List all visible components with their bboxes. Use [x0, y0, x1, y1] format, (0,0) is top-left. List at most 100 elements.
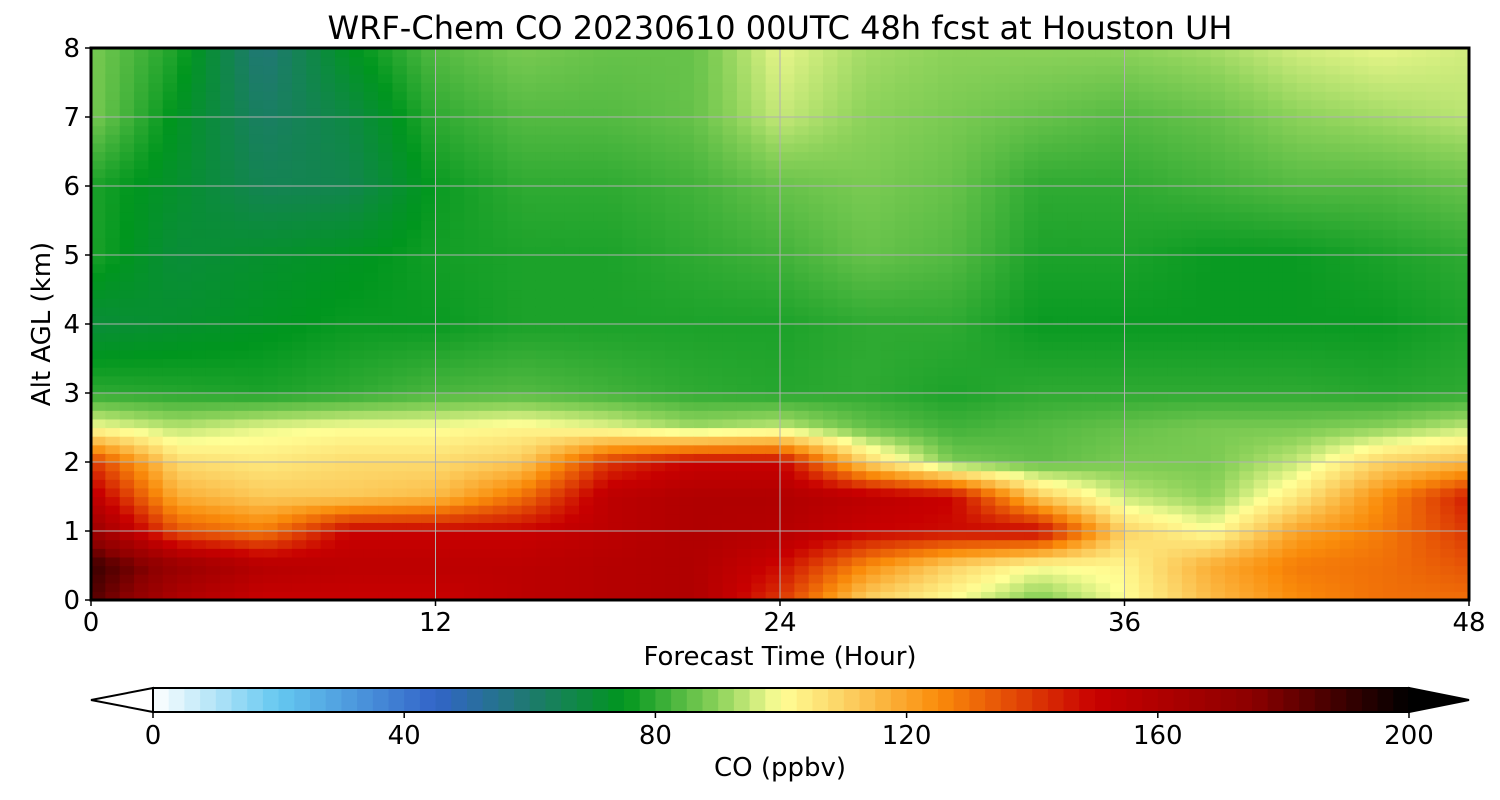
heatmap-cell — [1181, 539, 1197, 549]
heatmap-cell — [205, 48, 221, 58]
heatmap-cell — [492, 246, 508, 256]
heatmap-cell — [507, 531, 523, 541]
heatmap-cell — [1024, 117, 1039, 127]
heatmap-cell — [736, 280, 752, 291]
heatmap-cell — [449, 65, 465, 75]
heatmap-cell — [177, 539, 193, 549]
heatmap-cell — [1196, 65, 1212, 75]
heatmap-cell — [1196, 470, 1212, 480]
heatmap-cell — [995, 531, 1011, 541]
heatmap-cell — [535, 125, 551, 135]
heatmap-cell — [1167, 315, 1183, 325]
heatmap-cell — [693, 125, 709, 135]
heatmap-cell — [851, 194, 867, 204]
heatmap-cell — [1024, 56, 1039, 66]
heatmap-cell — [1081, 479, 1097, 489]
heatmap-cell — [937, 246, 953, 256]
heatmap-cell — [134, 237, 150, 247]
heatmap-cell — [406, 410, 422, 420]
heatmap-cell — [708, 470, 724, 480]
heatmap-cell — [937, 142, 953, 153]
heatmap-cell — [148, 220, 164, 230]
heatmap-cell — [736, 548, 752, 558]
heatmap-cell — [765, 177, 781, 187]
heatmap-cell — [1167, 160, 1183, 170]
heatmap-cell — [1009, 151, 1025, 161]
heatmap-cell — [880, 298, 896, 308]
heatmap-cell — [837, 203, 853, 213]
heatmap-cell — [1009, 487, 1025, 498]
heatmap-cell — [966, 418, 982, 429]
heatmap-cell — [636, 91, 652, 101]
heatmap-cell — [1038, 418, 1054, 429]
heatmap-cell — [823, 168, 839, 178]
heatmap-cell — [1196, 289, 1212, 299]
heatmap-cell — [1038, 531, 1054, 541]
heatmap-cell — [335, 375, 350, 385]
heatmap-cell — [808, 367, 824, 377]
heatmap-cell — [837, 410, 853, 420]
heatmap-cell — [780, 539, 795, 549]
heatmap-cell — [636, 298, 652, 308]
heatmap-cell — [234, 280, 250, 291]
heatmap-cell — [823, 574, 839, 584]
heatmap-cell — [91, 289, 106, 299]
heatmap-cell — [636, 73, 652, 84]
heatmap-cell — [1124, 505, 1140, 515]
heatmap-cell — [378, 289, 394, 299]
heatmap-cell — [291, 505, 307, 515]
heatmap-cell — [478, 582, 494, 592]
heatmap-cell — [866, 341, 882, 351]
heatmap-cell — [162, 470, 178, 480]
heatmap-cell — [306, 444, 322, 454]
heatmap-cell — [263, 298, 279, 308]
heatmap-cell — [205, 160, 221, 170]
heatmap-cell — [478, 91, 494, 101]
heatmap-cell — [866, 56, 882, 66]
heatmap-cell — [1081, 436, 1097, 446]
heatmap-cell — [1038, 444, 1054, 454]
heatmap-cell — [823, 229, 839, 239]
heatmap-cell — [923, 298, 939, 308]
heatmap-cell — [823, 220, 839, 230]
heatmap-cell — [492, 220, 508, 230]
heatmap-cell — [363, 401, 379, 411]
heatmap-cell — [866, 91, 882, 101]
heatmap-cell — [205, 56, 221, 66]
heatmap-cell — [851, 513, 867, 523]
heatmap-cell — [1038, 401, 1054, 411]
heatmap-cell — [306, 496, 322, 506]
heatmap-cell — [148, 73, 164, 84]
heatmap-cell — [722, 384, 738, 394]
heatmap-cell — [205, 556, 221, 567]
heatmap-cell — [349, 280, 365, 291]
heatmap-cell — [291, 82, 307, 92]
heatmap-cell — [679, 229, 695, 239]
heatmap-cell — [205, 142, 221, 153]
heatmap-cell — [923, 487, 939, 498]
heatmap-cell — [1110, 203, 1126, 213]
heatmap-cell — [622, 99, 638, 109]
heatmap-cell — [665, 280, 681, 291]
heatmap-cell — [966, 358, 982, 368]
heatmap-cell — [636, 263, 652, 273]
heatmap-cell — [794, 444, 810, 454]
heatmap-cell — [535, 229, 551, 239]
heatmap-cell — [191, 160, 207, 170]
heatmap-cell — [823, 151, 839, 161]
heatmap-cell — [1153, 99, 1169, 109]
heatmap-cell — [837, 358, 853, 368]
heatmap-cell — [823, 272, 839, 282]
heatmap-cell — [1095, 349, 1111, 360]
heatmap-cell — [693, 393, 709, 403]
heatmap-cell — [521, 496, 537, 506]
heatmap-cell — [105, 315, 121, 325]
heatmap-cell — [306, 48, 322, 58]
heatmap-cell — [665, 349, 681, 360]
heatmap-cell — [808, 539, 824, 549]
heatmap-cell — [923, 186, 939, 196]
heatmap-cell — [392, 168, 408, 178]
heatmap-cell — [263, 375, 279, 385]
heatmap-cell — [909, 211, 925, 222]
